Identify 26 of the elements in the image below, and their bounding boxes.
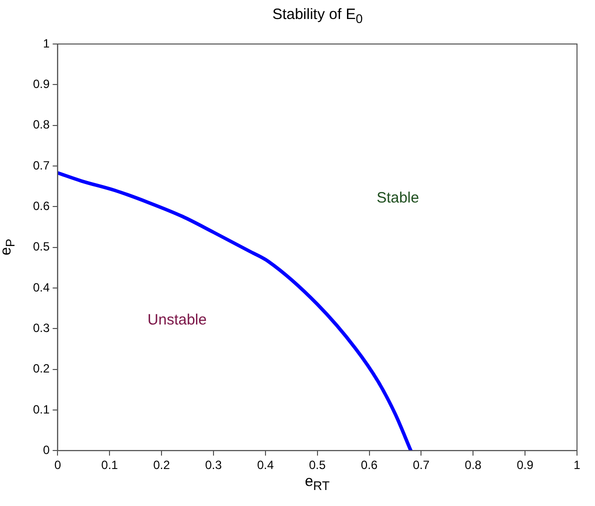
- x-axis-title: e$_{RT}$: [304, 472, 330, 493]
- y-tick-label: 0: [42, 442, 50, 457]
- y-tick-label: 0.3: [32, 320, 50, 335]
- x-tick-label: 0.5: [308, 458, 326, 472]
- y-tick-label: 0.6: [32, 198, 50, 213]
- x-tick-label: 0: [54, 458, 62, 472]
- y-tick-label: 1: [42, 36, 50, 50]
- annotation: Stable: [376, 190, 420, 207]
- x-tick-label: 0.8: [464, 458, 482, 472]
- y-tick-label: 0.5: [32, 240, 50, 254]
- x-tick-label: 0.9: [516, 458, 534, 472]
- chart-title: Stability of E$_{0}$: [272, 6, 363, 26]
- y-tick-label: 0.2: [32, 362, 50, 376]
- y-tick-label: 0.4: [32, 280, 50, 294]
- x-tick-label: 0.7: [412, 458, 430, 472]
- x-tick-label: 1: [574, 458, 581, 472]
- x-tick-label: 0.2: [153, 458, 170, 472]
- y-tick-label: 0.7: [32, 158, 50, 172]
- x-tick-label: 0.1: [101, 458, 118, 472]
- y-tick-label: 0.1: [32, 402, 50, 416]
- annotation: Unstable: [148, 312, 207, 329]
- x-tick-label: 0.6: [360, 458, 378, 472]
- y-tick-label: 0.9: [32, 76, 50, 91]
- x-tick-label: 0.3: [205, 458, 222, 472]
- y-tick-label: 0.8: [32, 118, 50, 132]
- x-tick-label: 0.4: [257, 458, 274, 472]
